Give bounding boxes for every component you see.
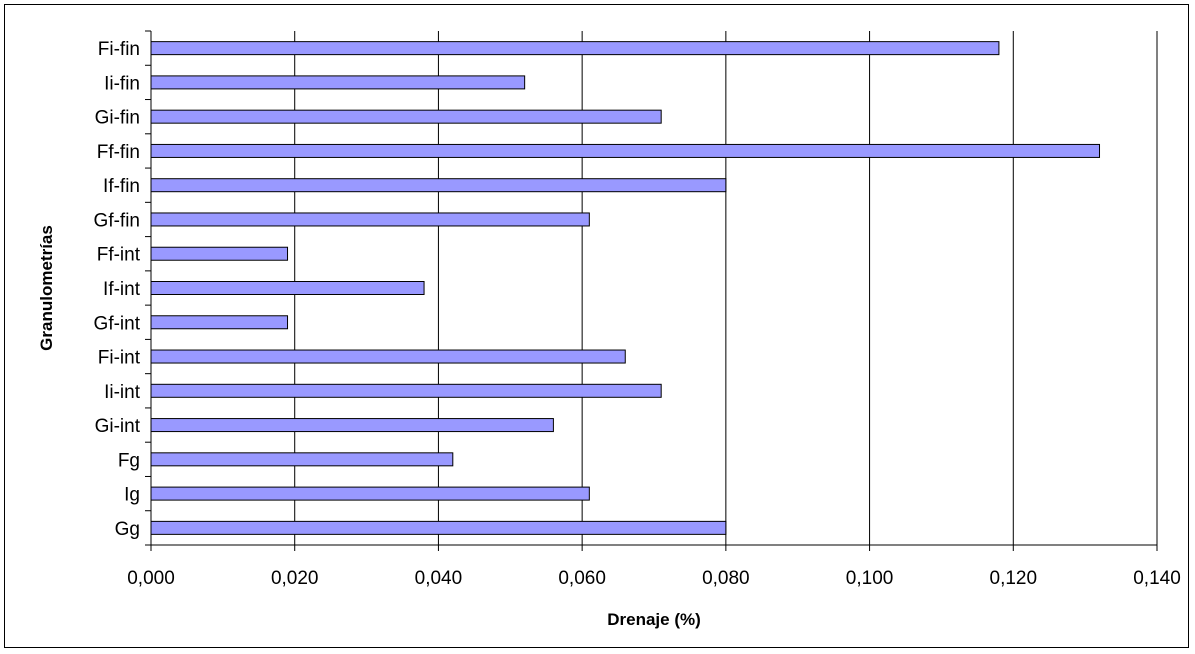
bar-if-int	[150, 281, 425, 295]
y-tick-label: Ii-fin	[104, 73, 140, 94]
bar-if-fin	[150, 178, 727, 193]
bar-gi-int	[150, 418, 554, 433]
bar-gf-int	[150, 315, 289, 330]
y-tick-label: Fi-int	[98, 348, 141, 369]
x-tick-label: 0,120	[990, 568, 1038, 589]
tick-labels: 0,000 0,020 0,040 0,060 0,080 0,100 0,120 0,140…	[94, 39, 1181, 589]
x-tick-label: 0,040	[415, 568, 463, 589]
y-tick-label: Ff-fin	[97, 142, 140, 163]
x-axis-title: Drenaje (%)	[607, 610, 701, 629]
bar-gf-fin	[150, 212, 590, 227]
x-tick-label: 0,100	[846, 568, 894, 589]
y-tick-label: Fi-fin	[98, 39, 140, 60]
y-tick-label: Ff-int	[97, 245, 141, 266]
y-tick-label: Ig	[124, 485, 140, 506]
y-axis-title: Granulometrías	[37, 225, 56, 351]
y-tick-label: Gi-fin	[95, 108, 140, 129]
bar-ii-fin	[150, 75, 526, 90]
x-tick-label: 0,020	[271, 568, 319, 589]
x-tick-label: 0,000	[127, 568, 175, 589]
bar-ff-fin	[150, 143, 1101, 158]
y-tick-label: Ii-int	[104, 382, 141, 403]
bar-ff-int	[150, 246, 289, 261]
y-tick-label: If-int	[103, 279, 141, 300]
y-tick-label: Gf-int	[94, 313, 141, 334]
bar-gg	[150, 520, 727, 535]
y-tick-label: Gf-fin	[94, 210, 140, 231]
bars	[150, 41, 1101, 535]
y-tick-label: Gi-int	[95, 416, 141, 437]
bar-ig	[150, 486, 590, 501]
y-tick-label: If-fin	[103, 176, 140, 197]
x-tick-label: 0,060	[558, 568, 606, 589]
y-tick-label: Fg	[118, 450, 140, 471]
y-tick-label: Gg	[115, 519, 140, 540]
bar-fg	[150, 452, 454, 467]
bar-gi-fin	[150, 109, 662, 124]
bar-fi-fin	[150, 41, 1000, 56]
bar-ii-int	[150, 383, 662, 398]
bar-fi-int	[150, 349, 626, 364]
axes	[145, 30, 1158, 551]
x-tick-label: 0,140	[1133, 568, 1181, 589]
x-tick-label: 0,080	[702, 568, 750, 589]
